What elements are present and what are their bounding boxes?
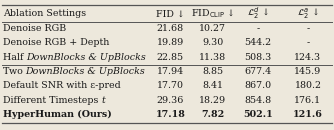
- Text: 22.85: 22.85: [157, 53, 184, 62]
- Text: t: t: [101, 96, 105, 105]
- Text: Half: Half: [3, 53, 26, 62]
- Text: DownBlocks & UpBlocks: DownBlocks & UpBlocks: [26, 53, 146, 62]
- Text: 18.29: 18.29: [199, 96, 226, 105]
- Text: 10.27: 10.27: [199, 24, 226, 33]
- Text: 124.3: 124.3: [294, 53, 322, 62]
- Text: -: -: [256, 24, 260, 33]
- Text: 502.1: 502.1: [243, 110, 273, 119]
- Text: 508.3: 508.3: [244, 53, 272, 62]
- Text: FID$_{\mathrm{CLIP}}$ ↓: FID$_{\mathrm{CLIP}}$ ↓: [191, 8, 234, 20]
- Text: Default SNR with ε-pred: Default SNR with ε-pred: [3, 81, 121, 90]
- Text: 19.89: 19.89: [157, 38, 184, 47]
- Text: 180.2: 180.2: [295, 81, 321, 90]
- Text: Two: Two: [3, 67, 25, 76]
- Text: 8.85: 8.85: [202, 67, 223, 76]
- Text: 867.0: 867.0: [244, 81, 272, 90]
- Text: -: -: [306, 24, 310, 33]
- Text: 17.94: 17.94: [157, 67, 184, 76]
- Text: 21.68: 21.68: [157, 24, 184, 33]
- Text: 7.82: 7.82: [201, 110, 224, 119]
- Text: Ablation Settings: Ablation Settings: [3, 9, 86, 18]
- Text: 9.30: 9.30: [202, 38, 223, 47]
- Text: 17.70: 17.70: [157, 81, 184, 90]
- Text: Different Timesteps: Different Timesteps: [3, 96, 101, 105]
- Text: 8.41: 8.41: [202, 81, 223, 90]
- Text: $\mathcal{L}_2^d$ ↓: $\mathcal{L}_2^d$ ↓: [247, 6, 269, 21]
- Text: HyperHuman (Ours): HyperHuman (Ours): [3, 110, 112, 119]
- Text: $\mathcal{L}_2^a$ ↓: $\mathcal{L}_2^a$ ↓: [297, 6, 319, 21]
- Text: 17.18: 17.18: [155, 110, 185, 119]
- Text: FID ↓: FID ↓: [156, 9, 185, 18]
- Text: 121.6: 121.6: [293, 110, 323, 119]
- Text: 854.8: 854.8: [244, 96, 272, 105]
- Text: Denoise RGB + Depth: Denoise RGB + Depth: [3, 38, 109, 47]
- Text: DownBlocks & UpBlocks: DownBlocks & UpBlocks: [25, 67, 145, 76]
- Text: 677.4: 677.4: [244, 67, 272, 76]
- Text: 176.1: 176.1: [294, 96, 322, 105]
- Text: 145.9: 145.9: [294, 67, 322, 76]
- Text: 29.36: 29.36: [157, 96, 184, 105]
- Text: 544.2: 544.2: [244, 38, 272, 47]
- Text: 11.38: 11.38: [199, 53, 226, 62]
- Text: -: -: [306, 38, 310, 47]
- Text: Denoise RGB: Denoise RGB: [3, 24, 66, 33]
